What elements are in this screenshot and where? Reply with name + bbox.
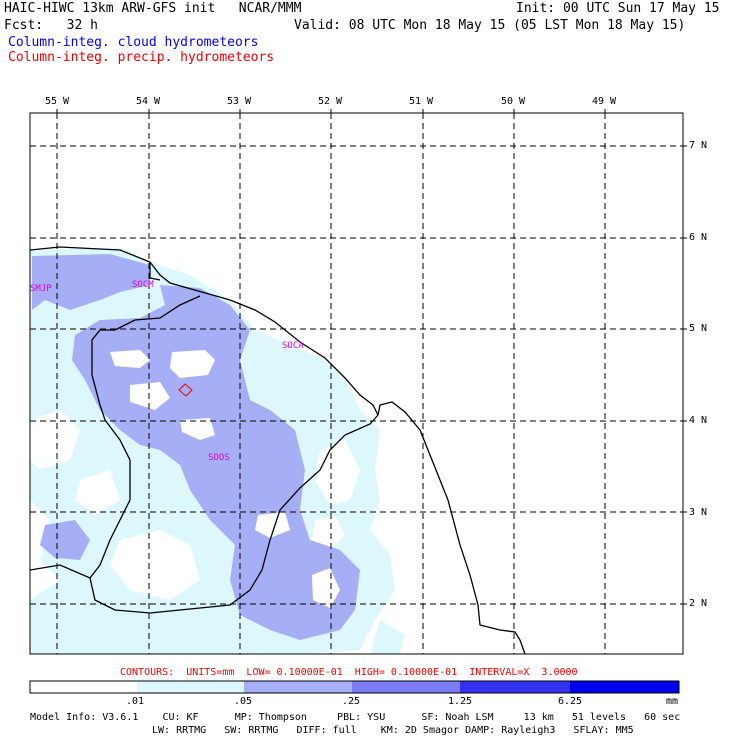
colorbar-tick-3: .25 xyxy=(342,696,361,707)
lon-label-51w: 51 W xyxy=(409,96,434,107)
model-info-line1: Model Info: V3.6.1 CU: KF MP: Thompson P… xyxy=(30,712,681,723)
lon-label-50w: 50 W xyxy=(501,96,526,107)
colorbar-unit: mm xyxy=(666,696,679,707)
model-info-line2: LW: RRTMG SW: RRTMG DIFF: full KM: 2D Sm… xyxy=(152,725,634,736)
precip-contour xyxy=(178,383,193,397)
station-socm: SOCM xyxy=(132,280,154,290)
colorbar-tick-1: .01 xyxy=(126,696,145,707)
forecast-hour: Fcst: 32 h xyxy=(4,18,98,33)
lat-label-6n: 6 N xyxy=(689,232,708,243)
field-precip-label: Column-integ. precip. hydrometeors xyxy=(8,50,275,65)
init-time: Init: 00 UTC Sun 17 May 15 xyxy=(516,1,720,16)
colorbar-tick-4: 1.25 xyxy=(448,696,473,707)
valid-time: Valid: 08 UTC Mon 18 May 15 (05 LST Mon … xyxy=(294,18,686,33)
lat-label-3n: 3 N xyxy=(689,507,708,518)
model-title: HAIC-HIWC 13km ARW-GFS init NCAR/MMM xyxy=(4,1,302,16)
contour-info: CONTOURS: UNITS=mm LOW= 0.10000E-01 HIGH… xyxy=(120,667,578,678)
coastline-borders xyxy=(30,246,526,654)
colorbar-tick-2: .05 xyxy=(234,696,253,707)
map-frame xyxy=(29,112,684,655)
lon-label-53w: 53 W xyxy=(227,96,252,107)
lon-label-54w: 54 W xyxy=(136,96,161,107)
cloud-medium-fill xyxy=(32,254,360,640)
colorbar-tick-5: 6.25 xyxy=(558,696,583,707)
lat-label-7n: 7 N xyxy=(689,140,708,151)
lon-label-55w: 55 W xyxy=(45,96,70,107)
station-soos: SOOS xyxy=(208,453,230,463)
lat-lon-grid xyxy=(30,113,683,654)
field-cloud-label: Column-integ. cloud hydrometeors xyxy=(8,35,259,50)
lon-label-49w: 49 W xyxy=(592,96,617,107)
lat-label-2n: 2 N xyxy=(689,598,708,609)
lon-label-52w: 52 W xyxy=(318,96,343,107)
station-soca: SOCA xyxy=(282,341,304,351)
lat-label-4n: 4 N xyxy=(689,415,708,426)
lat-label-5n: 5 N xyxy=(689,323,708,334)
station-smjp: SMJP xyxy=(30,284,52,294)
